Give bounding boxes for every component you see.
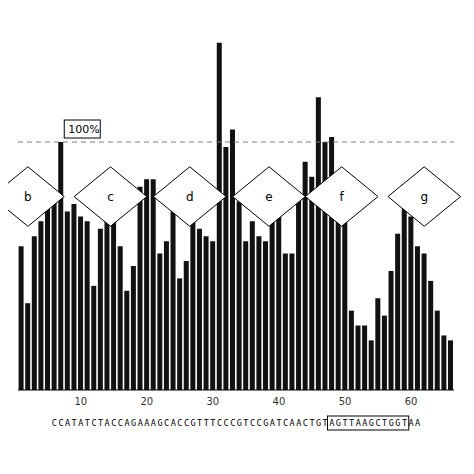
svg-text:C: C xyxy=(217,418,222,428)
svg-text:C: C xyxy=(164,418,169,428)
svg-text:A: A xyxy=(415,418,420,428)
svg-text:C: C xyxy=(303,418,308,428)
svg-text:G: G xyxy=(395,418,400,428)
svg-text:T: T xyxy=(72,418,77,428)
svg-text:A: A xyxy=(78,418,83,428)
svg-text:G: G xyxy=(131,418,136,428)
svg-text:A: A xyxy=(408,418,413,428)
svg-text:G: G xyxy=(336,418,341,428)
svg-text:T: T xyxy=(349,418,354,428)
svg-text:G: G xyxy=(157,418,162,428)
svg-text:A: A xyxy=(124,418,129,428)
svg-text:A: A xyxy=(105,418,110,428)
svg-text:c: c xyxy=(107,190,114,204)
svg-text:A: A xyxy=(171,418,176,428)
svg-text:C: C xyxy=(184,418,189,428)
svg-text:A: A xyxy=(290,418,295,428)
svg-text:C: C xyxy=(375,418,380,428)
svg-text:A: A xyxy=(329,418,334,428)
svg-text:G: G xyxy=(237,418,242,428)
svg-text:20: 20 xyxy=(140,396,153,407)
svg-text:A: A xyxy=(270,418,275,428)
svg-text:C: C xyxy=(224,418,229,428)
svg-text:b: b xyxy=(24,190,32,204)
svg-text:C: C xyxy=(91,418,96,428)
svg-text:T: T xyxy=(243,418,248,428)
svg-text:G: G xyxy=(190,418,195,428)
svg-text:T: T xyxy=(342,418,347,428)
svg-text:60: 60 xyxy=(405,396,418,407)
svg-text:T: T xyxy=(309,418,314,428)
svg-text:T: T xyxy=(402,418,407,428)
svg-text:G: G xyxy=(389,418,394,428)
svg-text:C: C xyxy=(230,418,235,428)
svg-text:C: C xyxy=(111,418,116,428)
svg-text:T: T xyxy=(382,418,387,428)
svg-text:50: 50 xyxy=(339,396,352,407)
svg-text:40: 40 xyxy=(273,396,286,407)
svg-text:C: C xyxy=(257,418,262,428)
svg-text:10: 10 xyxy=(74,396,87,407)
svg-text:A: A xyxy=(362,418,367,428)
svg-text:e: e xyxy=(265,190,272,204)
svg-text:C: C xyxy=(250,418,255,428)
svg-text:A: A xyxy=(356,418,361,428)
svg-text:f: f xyxy=(340,190,345,204)
svg-text:100%: 100% xyxy=(68,123,99,136)
svg-text:A: A xyxy=(144,418,149,428)
svg-text:T: T xyxy=(323,418,328,428)
svg-text:A: A xyxy=(138,418,143,428)
svg-text:T: T xyxy=(98,418,103,428)
svg-text:T: T xyxy=(204,418,209,428)
svg-text:G: G xyxy=(316,418,321,428)
svg-text:g: g xyxy=(420,190,428,204)
svg-text:T: T xyxy=(276,418,281,428)
svg-text:d: d xyxy=(186,190,194,204)
svg-text:30: 30 xyxy=(207,396,220,407)
svg-text:G: G xyxy=(369,418,374,428)
svg-text:C: C xyxy=(52,418,57,428)
svg-text:C: C xyxy=(283,418,288,428)
svg-text:G: G xyxy=(263,418,268,428)
svg-text:C: C xyxy=(118,418,123,428)
svg-text:A: A xyxy=(65,418,70,428)
svg-text:T: T xyxy=(197,418,202,428)
svg-text:C: C xyxy=(177,418,182,428)
svg-text:T: T xyxy=(85,418,90,428)
svg-text:A: A xyxy=(151,418,156,428)
svg-text:A: A xyxy=(296,418,301,428)
svg-text:C: C xyxy=(58,418,63,428)
svg-text:T: T xyxy=(210,418,215,428)
